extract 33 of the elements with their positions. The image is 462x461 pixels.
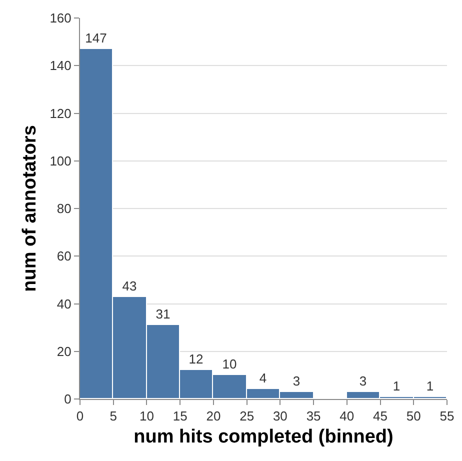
x-tick-label: 30 [272, 408, 288, 424]
data-label: 147 [85, 30, 107, 46]
data-label: 1 [392, 378, 400, 394]
y-tick-label: 20 [56, 344, 72, 359]
y-axis-title: num of annotators [20, 125, 41, 292]
y-tick-label: 0 [64, 392, 72, 407]
x-tick-label: 0 [76, 408, 84, 424]
x-tick-label: 50 [406, 408, 421, 424]
y-tick-label: 160 [50, 10, 72, 26]
x-axis-title: num hits completed (binned) [134, 426, 394, 448]
data-label: 1 [426, 378, 434, 394]
x-tick-label: 20 [206, 408, 221, 424]
x-tick-label: 25 [240, 408, 254, 424]
x-tick-label: 40 [340, 408, 354, 424]
x-tick-label: 5 [110, 408, 117, 424]
x-tick-label: 10 [139, 408, 154, 424]
data-label: 3 [292, 374, 300, 388]
x-tick-label: 45 [373, 408, 388, 424]
data-label: 3 [359, 374, 367, 388]
y-tick-label: 80 [56, 201, 72, 216]
data-label: 4 [259, 370, 267, 386]
y-tick-label: 120 [50, 106, 72, 121]
x-tick-label: 55 [440, 408, 454, 424]
x-tick-label: 35 [306, 408, 321, 424]
data-label: 43 [122, 278, 137, 294]
data-label: 12 [188, 352, 204, 366]
y-tick-label: 100 [50, 153, 72, 168]
y-tick-label: 40 [56, 296, 72, 312]
data-label: 10 [222, 356, 237, 372]
y-tick-label: 60 [56, 248, 72, 264]
data-label: 31 [156, 306, 170, 322]
y-tick-label: 140 [50, 58, 72, 74]
x-tick-label: 15 [172, 408, 188, 424]
